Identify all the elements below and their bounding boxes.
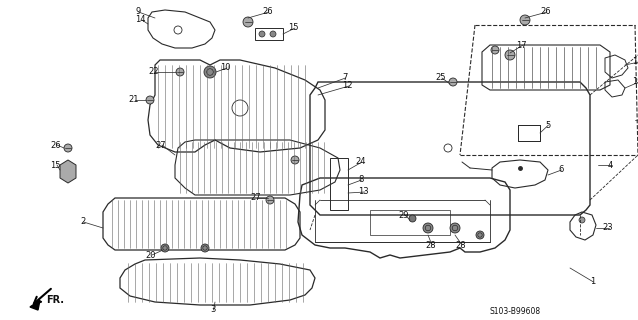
Text: FR.: FR. [46, 295, 64, 305]
Text: 14: 14 [135, 15, 145, 25]
Text: 29: 29 [398, 211, 408, 220]
Text: 1: 1 [590, 277, 595, 286]
Text: 23: 23 [602, 223, 612, 233]
Circle shape [270, 31, 276, 37]
Circle shape [423, 223, 433, 233]
Text: 27: 27 [155, 140, 166, 149]
Text: 21: 21 [128, 95, 138, 105]
Text: 2: 2 [80, 218, 85, 227]
Text: 13: 13 [358, 188, 369, 196]
Text: 6: 6 [558, 165, 563, 174]
Circle shape [450, 223, 460, 233]
Text: S103-B99608: S103-B99608 [490, 308, 541, 316]
Text: 5: 5 [545, 121, 550, 130]
Text: 17: 17 [516, 41, 526, 50]
Text: 27: 27 [250, 194, 261, 203]
Circle shape [476, 231, 484, 239]
Circle shape [201, 244, 209, 252]
Text: 28: 28 [425, 241, 436, 250]
Circle shape [266, 196, 274, 204]
Bar [255, 28, 283, 40]
Bar [370, 210, 450, 235]
Text: 7: 7 [342, 74, 347, 83]
Text: 25: 25 [435, 74, 445, 83]
Bar [518, 125, 540, 141]
Text: 15: 15 [288, 23, 299, 33]
Circle shape [449, 78, 457, 86]
Circle shape [505, 50, 515, 60]
Text: 24: 24 [355, 157, 366, 166]
Text: 22: 22 [148, 68, 158, 76]
Text: 8: 8 [358, 175, 364, 185]
Bar [330, 158, 348, 210]
Circle shape [64, 144, 72, 152]
Circle shape [243, 17, 253, 27]
Text: 26: 26 [262, 7, 272, 17]
Circle shape [259, 31, 265, 37]
Text: 12: 12 [342, 82, 353, 91]
Text: 15: 15 [50, 161, 61, 170]
Text: 4: 4 [608, 161, 613, 170]
Polygon shape [30, 300, 40, 310]
Circle shape [204, 66, 216, 78]
Circle shape [291, 156, 299, 164]
Text: 3: 3 [210, 306, 216, 315]
Text: 28: 28 [455, 241, 466, 250]
Circle shape [176, 68, 184, 76]
Text: 18: 18 [632, 58, 638, 67]
Text: 9: 9 [135, 7, 140, 17]
Text: 26: 26 [50, 140, 61, 149]
Text: 10: 10 [220, 63, 230, 73]
Text: 26: 26 [540, 7, 551, 17]
Circle shape [520, 15, 530, 25]
Bar [518, 125, 540, 141]
Circle shape [491, 46, 499, 54]
Circle shape [146, 96, 154, 104]
Text: 20: 20 [145, 251, 156, 260]
Text: 19: 19 [632, 77, 638, 86]
Polygon shape [60, 160, 76, 183]
Circle shape [161, 244, 169, 252]
Circle shape [579, 217, 585, 223]
